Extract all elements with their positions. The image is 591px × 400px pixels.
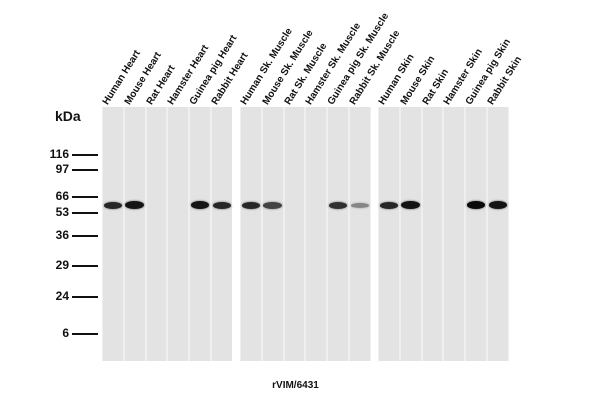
lane-human-heart bbox=[103, 107, 123, 361]
band-rabbit-heart bbox=[212, 201, 232, 209]
lane-human-sk-muscle bbox=[241, 107, 261, 361]
band-guinea-pig-skin bbox=[466, 201, 486, 209]
band-mouse-heart bbox=[125, 201, 145, 209]
marker-label-6: 6 bbox=[62, 326, 69, 340]
blot-panel-sk-muscle bbox=[240, 107, 371, 361]
lane-mouse-heart bbox=[124, 107, 145, 361]
lane-human-skin bbox=[379, 107, 399, 361]
band-mouse-skin bbox=[401, 201, 421, 209]
lane-guinea-pig-skin bbox=[466, 107, 486, 361]
lane-guinea-pig-heart bbox=[190, 107, 210, 361]
marker-label-66: 66 bbox=[55, 189, 69, 203]
lane-rat-heart bbox=[146, 107, 167, 361]
kda-title: kDa bbox=[55, 108, 81, 124]
marker-tick-24 bbox=[72, 296, 98, 298]
marker-tick-66 bbox=[72, 196, 98, 198]
lane-guinea-pig-sk-muscle bbox=[328, 107, 348, 361]
marker-tick-97 bbox=[72, 169, 98, 171]
lane-rabbit-skin bbox=[488, 107, 508, 361]
marker-tick-6 bbox=[72, 333, 98, 335]
band-guinea-pig-heart bbox=[190, 201, 210, 209]
marker-label-97: 97 bbox=[55, 162, 69, 176]
lane-mouse-sk-muscle bbox=[262, 107, 283, 361]
marker-tick-53 bbox=[72, 212, 98, 214]
lane-rat-skin bbox=[422, 107, 443, 361]
lane-hamster-sk-muscle bbox=[306, 107, 327, 361]
antibody-label: rVIM/6431 bbox=[272, 380, 319, 391]
blot-panel-heart bbox=[102, 107, 232, 361]
band-rabbit-skin bbox=[488, 201, 508, 209]
band-human-sk-muscle bbox=[241, 201, 261, 209]
marker-label-53: 53 bbox=[55, 205, 69, 219]
lane-rabbit-heart bbox=[212, 107, 232, 361]
marker-label-24: 24 bbox=[55, 289, 69, 303]
marker-label-36: 36 bbox=[55, 228, 69, 242]
marker-tick-29 bbox=[72, 265, 98, 267]
band-human-heart bbox=[103, 201, 123, 209]
lane-hamster-heart bbox=[168, 107, 189, 361]
blot-panel-skin bbox=[378, 107, 509, 361]
marker-tick-36 bbox=[72, 235, 98, 237]
lane-hamster-skin bbox=[444, 107, 465, 361]
band-rabbit-sk-muscle bbox=[350, 202, 370, 208]
band-human-skin bbox=[379, 201, 399, 209]
marker-tick-116 bbox=[72, 154, 98, 156]
band-guinea-pig-sk-muscle bbox=[328, 201, 348, 209]
marker-label-116: 116 bbox=[49, 147, 69, 161]
lane-rabbit-sk-muscle bbox=[350, 107, 370, 361]
band-mouse-sk-muscle bbox=[263, 201, 283, 209]
lane-rat-sk-muscle bbox=[284, 107, 305, 361]
marker-label-29: 29 bbox=[55, 258, 69, 272]
lane-mouse-skin bbox=[400, 107, 421, 361]
